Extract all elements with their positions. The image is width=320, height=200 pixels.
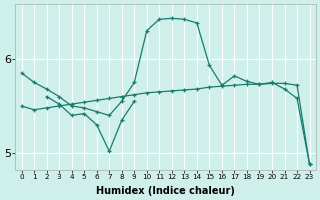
X-axis label: Humidex (Indice chaleur): Humidex (Indice chaleur) [96, 186, 235, 196]
